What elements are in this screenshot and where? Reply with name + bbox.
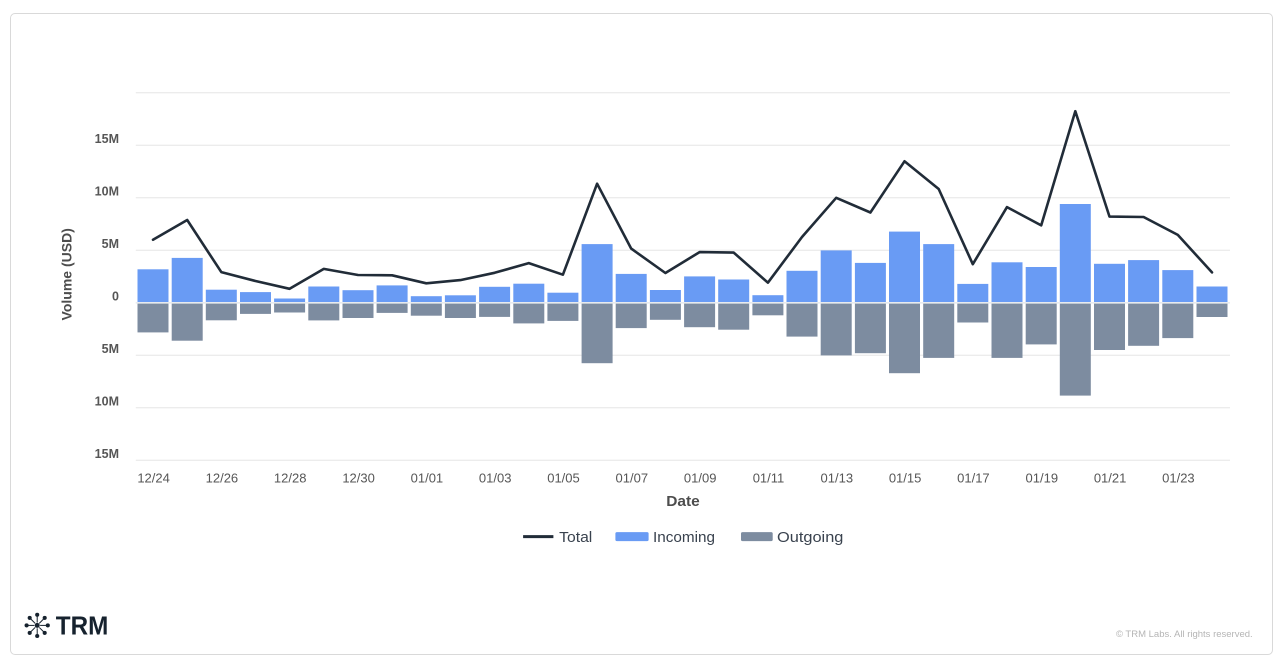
svg-text:15M: 15M xyxy=(95,132,119,146)
svg-text:0: 0 xyxy=(112,290,119,304)
svg-text:5M: 5M xyxy=(102,342,119,356)
svg-text:01/21: 01/21 xyxy=(1094,471,1127,486)
svg-text:12/26: 12/26 xyxy=(206,471,239,486)
svg-text:01/13: 01/13 xyxy=(821,471,854,486)
svg-text:5M: 5M xyxy=(102,237,119,251)
svg-text:Date: Date xyxy=(666,494,700,510)
svg-text:01/23: 01/23 xyxy=(1162,471,1195,486)
svg-text:Outgoing: Outgoing xyxy=(777,529,843,546)
svg-text:01/01: 01/01 xyxy=(411,471,444,486)
svg-text:01/03: 01/03 xyxy=(479,471,512,486)
svg-text:TRM: TRM xyxy=(56,613,109,641)
svg-text:© TRM Labs. All rights reserve: © TRM Labs. All rights reserved. xyxy=(1116,629,1253,640)
svg-text:01/05: 01/05 xyxy=(547,471,580,486)
svg-text:15M: 15M xyxy=(95,447,119,461)
svg-text:Total: Total xyxy=(559,529,592,546)
svg-text:01/15: 01/15 xyxy=(889,471,922,486)
svg-text:01/11: 01/11 xyxy=(753,471,785,486)
svg-text:01/07: 01/07 xyxy=(616,471,649,486)
svg-text:12/24: 12/24 xyxy=(137,471,170,486)
svg-text:Volume (USD): Volume (USD) xyxy=(59,228,75,320)
svg-text:01/17: 01/17 xyxy=(957,471,990,486)
svg-text:12/30: 12/30 xyxy=(342,471,375,486)
svg-text:12/28: 12/28 xyxy=(274,471,307,486)
svg-text:10M: 10M xyxy=(95,395,119,409)
svg-text:01/19: 01/19 xyxy=(1026,471,1059,486)
svg-text:01/09: 01/09 xyxy=(684,471,717,486)
svg-text:10M: 10M xyxy=(95,185,119,199)
svg-text:Incoming: Incoming xyxy=(653,529,715,546)
